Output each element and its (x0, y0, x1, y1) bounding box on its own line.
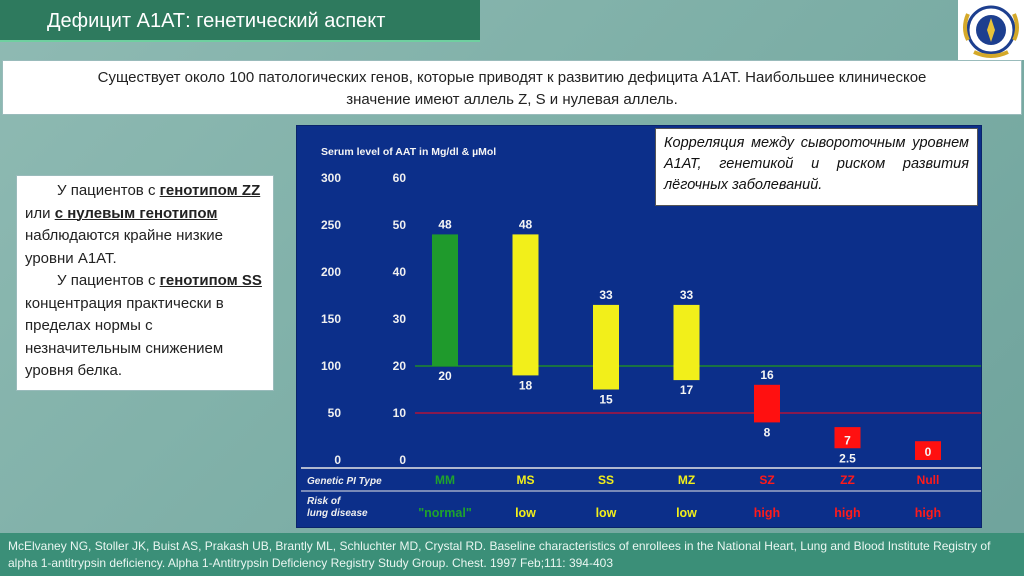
category-label: ZZ (840, 473, 855, 487)
page-title-text: Дефицит А1АТ: генетический аспект (47, 10, 386, 32)
category-label: MS (517, 473, 535, 487)
note-text: У пациентов с (57, 272, 160, 289)
bar-low-label: 8 (764, 425, 771, 439)
y-right-tick-label: 50 (393, 218, 407, 232)
category-label: MZ (678, 473, 695, 487)
serum-aat-chart: Serum level of AAT in Mg/dl & µMol 300 60… (301, 146, 981, 520)
risk-value-label: high (834, 506, 860, 520)
risk-value-label: high (915, 506, 941, 520)
bar-low-label: 2.5 (839, 451, 856, 465)
note-text: или (25, 204, 55, 222)
y-right-tick-label: 60 (393, 171, 407, 185)
note-paragraph-2: У пациентов с генотипом SS концентрация … (25, 270, 267, 383)
bar-low-label: 15 (599, 393, 613, 407)
bar-high-label: 48 (438, 217, 452, 231)
bar-low-label: 18 (519, 378, 533, 392)
bar-high-label: 0 (925, 445, 932, 459)
y-right-tick-label: 0 (399, 453, 406, 467)
logo (958, 0, 1024, 60)
bar-ms (512, 234, 539, 376)
bar-high-label: 33 (599, 288, 613, 302)
intro-line-2: значение имеют аллель Z, S и нулевая алл… (346, 91, 678, 108)
y-left-tick-label: 100 (321, 359, 341, 373)
bar-high-label: 33 (680, 288, 694, 302)
bar-high-label: 48 (519, 217, 533, 231)
bar-high-label: 16 (760, 368, 774, 382)
risk-value-label: low (515, 506, 536, 520)
y-left-tick-label: 300 (321, 171, 341, 185)
bar-low-label: 20 (438, 369, 452, 383)
risk-value-label: "normal" (418, 506, 472, 520)
note-emphasis: с нулевым генотипом (54, 204, 218, 222)
y-left-tick-label: 0 (334, 453, 341, 467)
y-right-tick-label: 10 (393, 406, 407, 420)
y-right-tick-label: 40 (393, 265, 407, 279)
caption-text: Корреляция между сывороточным уровнем А1… (664, 135, 969, 193)
note-text: концентрация практически в пределах норм… (25, 294, 224, 380)
bar-mm (432, 234, 458, 366)
note-emphasis: генотипом SS (159, 272, 262, 289)
y-left-tick-label: 200 (321, 265, 341, 279)
chart-caption: Корреляция между сывороточным уровнем А1… (655, 128, 978, 206)
bar-mz (673, 304, 700, 381)
row-label-risk: Risk of lung disease (307, 496, 368, 519)
note-paragraph-1: У пациентов с генотипом ZZ или с нулевым… (25, 180, 267, 270)
bar-null (915, 441, 941, 460)
bar-high-label: 7 (844, 433, 851, 447)
note-text: наблюдаются крайне низкие уровни А1АТ. (25, 227, 223, 267)
note-emphasis: генотипом ZZ (159, 182, 261, 199)
bar-zz (834, 427, 861, 449)
intro-line-1: Существует около 100 патологических гено… (97, 69, 927, 86)
chart-title: Serum level of AAT in Mg/dl & µMol (321, 146, 496, 158)
bar-sz (754, 384, 780, 423)
y-left-tick-label: 250 (321, 218, 341, 232)
emblem-icon (963, 5, 1019, 58)
risk-value-label: low (676, 506, 697, 520)
y-left-tick-label: 150 (321, 312, 341, 326)
intro-box: Существует около 100 патологических гено… (2, 60, 1022, 115)
category-label: Null (917, 473, 940, 487)
bar-ss (593, 304, 619, 390)
genotype-note: У пациентов с генотипом ZZ или с нулевым… (16, 175, 274, 391)
y-right-tick-label: 20 (393, 359, 407, 373)
category-label: SZ (759, 473, 774, 487)
risk-value-label: high (754, 506, 780, 520)
category-label: MM (435, 473, 455, 487)
bar-low-label: 17 (680, 383, 694, 397)
citation-footer: McElvaney NG, Stoller JK, Buist AS, Prak… (0, 533, 1024, 576)
page-title: Дефицит А1АТ: генетический аспект (0, 0, 480, 42)
citation-text: McElvaney NG, Stoller JK, Buist AS, Prak… (8, 539, 991, 570)
row-label-genotype: Genetic PI Type (307, 476, 382, 487)
risk-value-label: low (596, 506, 617, 520)
y-right-tick-label: 30 (393, 312, 407, 326)
category-label: SS (598, 473, 614, 487)
note-text: У пациентов с (57, 182, 160, 199)
y-left-tick-label: 50 (328, 406, 342, 420)
